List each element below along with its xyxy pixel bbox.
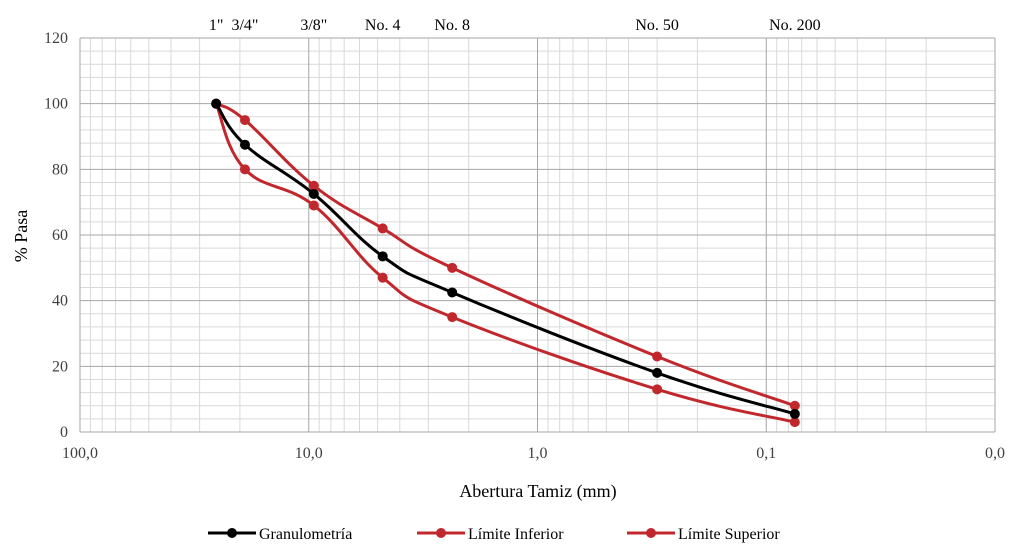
data-point-limite-inferior (447, 312, 458, 323)
x-tick-label: 0,1 (756, 445, 776, 462)
data-point-granulometria (239, 139, 250, 150)
y-tick-label: 100 (44, 96, 68, 113)
sieve-label: 1" (209, 17, 224, 34)
y-tick-label: 60 (52, 227, 68, 244)
data-point-granulometria (789, 408, 800, 419)
sieve-label: No. 8 (434, 17, 470, 34)
data-point-granulometria (308, 188, 319, 199)
series-granulometria (211, 98, 800, 419)
y-tick-label: 120 (44, 30, 68, 47)
data-point-limite-inferior (308, 200, 319, 211)
sieve-labels: 1" 3/4" 3/8" No. 4 No. 8 No. 50 No. 200 (209, 17, 821, 34)
legend-item-limite-inferior: Límite Inferior (417, 526, 564, 543)
x-axis-ticks: 100,0 10,0 1,0 0,1 0,0 (62, 445, 1005, 462)
y-tick-label: 40 (52, 293, 68, 310)
x-tick-label: 10,0 (295, 445, 323, 462)
data-point-limite-superior (239, 115, 250, 126)
data-point-limite-inferior (239, 164, 250, 175)
series-layer (211, 98, 800, 428)
data-point-limite-superior (377, 223, 388, 234)
data-point-granulometria (652, 367, 663, 378)
data-point-granulometria (377, 251, 388, 262)
x-tick-label: 1,0 (528, 445, 548, 462)
series-line-limite-superior (215, 102, 796, 408)
legend-marker-limite-inferior (436, 528, 446, 538)
series-limite-superior (211, 98, 800, 411)
data-point-limite-superior (652, 351, 663, 362)
legend-marker-granulometria (227, 528, 237, 538)
sieve-label: No. 4 (365, 17, 401, 34)
data-point-limite-inferior (789, 417, 800, 428)
y-axis-title: % Pasa (11, 210, 31, 263)
data-point-granulometria (211, 98, 222, 109)
x-axis-title: Abertura Tamiz (mm) (459, 481, 616, 502)
y-tick-label: 20 (52, 358, 68, 375)
legend-label-granulometria: Granulometría (259, 526, 352, 543)
series-line-granulometria (214, 102, 796, 416)
legend-item-limite-superior: Límite Superior (627, 526, 780, 543)
legend-label-limite-superior: Límite Superior (678, 526, 780, 543)
x-tick-label: 0,0 (985, 445, 1005, 462)
sieve-label: 3/4" (231, 17, 258, 34)
grid-major (79, 37, 996, 433)
legend-label-limite-inferior: Límite Inferior (468, 526, 564, 543)
data-point-limite-inferior (377, 272, 388, 283)
legend-marker-limite-superior (646, 528, 656, 538)
sieve-label: No. 50 (635, 17, 679, 34)
legend: Granulometría Límite Inferior Límite Sup… (208, 526, 780, 543)
data-point-limite-superior (789, 400, 800, 411)
legend-item-granulometria: Granulometría (208, 526, 352, 543)
data-point-limite-superior (447, 262, 458, 273)
x-tick-label: 100,0 (62, 445, 98, 462)
data-point-limite-inferior (652, 384, 663, 395)
data-point-granulometria (447, 287, 458, 298)
sieve-label: No. 200 (769, 17, 821, 34)
y-tick-label: 0 (60, 424, 68, 441)
sieve-label: 3/8" (300, 17, 327, 34)
data-point-limite-superior (308, 180, 319, 191)
y-tick-label: 80 (52, 161, 68, 178)
y-axis-ticks: 0 20 40 60 80 100 120 (44, 30, 68, 441)
